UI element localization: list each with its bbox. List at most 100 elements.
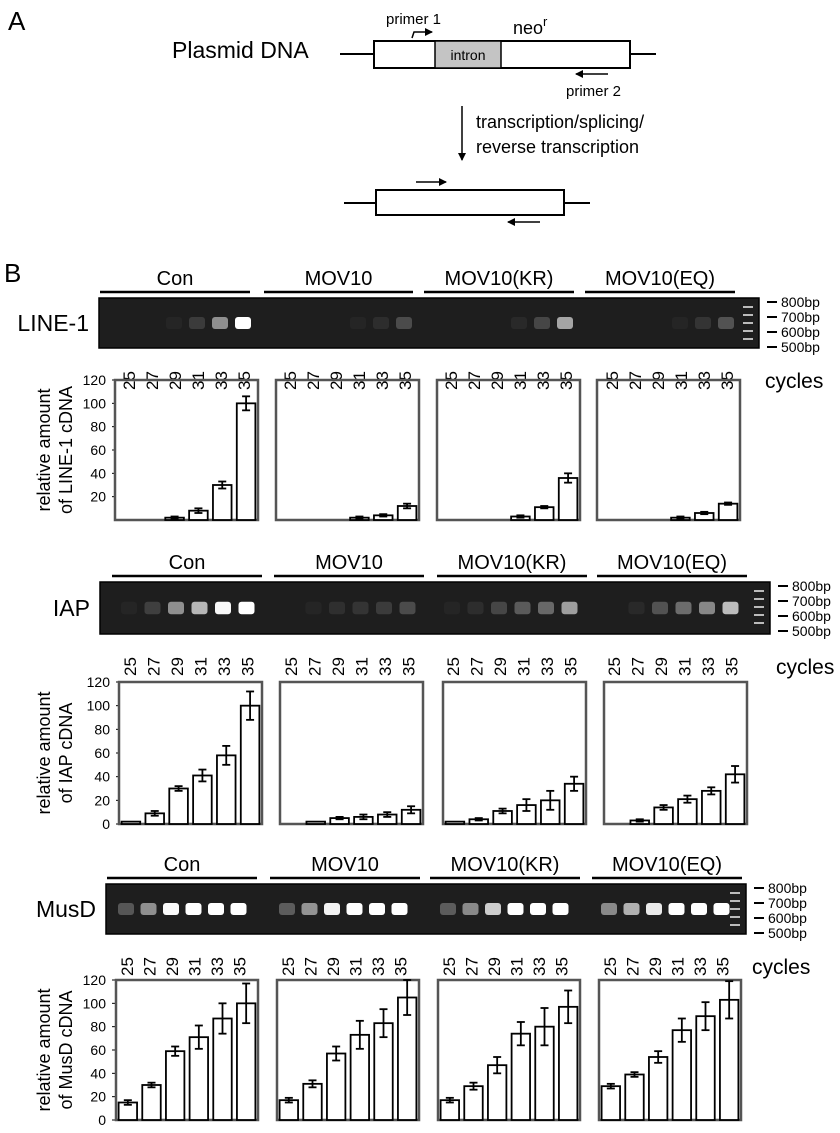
ladder-size-label: 700bp [792, 593, 831, 609]
gel-band [230, 903, 247, 915]
condition-label: MOV10(EQ) [612, 854, 722, 876]
bar-plot-frame [436, 978, 582, 1122]
cycle-number-label: 29 [646, 957, 665, 976]
gel-band [352, 601, 369, 615]
ladder-size-label: 500bp [768, 925, 807, 941]
y-tick-label: 0 [98, 1112, 106, 1128]
gel-band [324, 903, 340, 915]
cycle-number-label: 31 [669, 957, 688, 976]
cycle-number-label: 27 [468, 657, 487, 676]
ladder-size-label: 700bp [781, 309, 820, 325]
cycle-number-label: 27 [145, 657, 164, 676]
bar-plot-frame [441, 680, 588, 826]
y-tick-label: 100 [83, 395, 107, 411]
gel-band [144, 601, 161, 615]
cycle-number-label: 33 [530, 957, 549, 976]
neo-text: neo [513, 18, 543, 38]
ladder-size-label: 500bp [781, 339, 820, 355]
gel-band [534, 317, 550, 329]
bar-plot-frame [114, 978, 260, 1122]
cycle-number-label: 27 [629, 657, 648, 676]
condition-label: Con [164, 854, 201, 876]
cycles-label: cycles [752, 956, 810, 979]
gel-band [140, 903, 157, 915]
condition-label: MOV10 [315, 552, 383, 574]
cycle-number-label: 35 [714, 957, 733, 976]
bar [165, 1050, 186, 1121]
bar [648, 1056, 669, 1121]
gel-band [215, 601, 231, 615]
y-tick-label: 80 [90, 1019, 106, 1035]
bar [302, 1082, 323, 1121]
gel-band [718, 317, 734, 329]
bar-plot-frame [113, 378, 260, 522]
cycle-number-label: 29 [491, 657, 510, 676]
cycle-number-label: 35 [400, 657, 419, 676]
primer-1-label: primer 1 [386, 11, 441, 28]
gel-band [444, 602, 460, 614]
intron-label: intron [450, 47, 485, 63]
gel-band [511, 317, 527, 329]
neo-label: neor [513, 14, 548, 38]
gel-band [185, 903, 202, 915]
gel-band [396, 317, 412, 329]
bar-plot-frame [274, 378, 421, 522]
gel-band [346, 903, 363, 915]
cycle-number-label: 35 [392, 957, 411, 976]
bar-plot-frame [602, 680, 749, 826]
cycle-number-label: 31 [347, 957, 366, 976]
gel-band [391, 903, 408, 915]
y-tick-label: 40 [94, 769, 110, 785]
ladder-band [730, 892, 740, 894]
condition-label: MOV10(KR) [445, 268, 554, 290]
cycle-number-label: 33 [215, 657, 234, 676]
ladder-size-label: 600bp [768, 910, 807, 926]
y-tick-label: 80 [90, 419, 106, 435]
cycle-number-label: 27 [141, 957, 160, 976]
y-axis-label-line1: relative amount [34, 388, 54, 511]
gel-row-label: LINE-1 [17, 310, 89, 336]
gel-band [485, 903, 501, 915]
process-text-line1: transcription/splicing/ [476, 112, 644, 132]
gel-band [168, 601, 184, 615]
cycle-number-label: 35 [723, 657, 742, 676]
cycle-number-label: 31 [353, 657, 372, 676]
gel-band [238, 601, 255, 615]
cycle-number-label: 31 [676, 657, 695, 676]
ladder-band [743, 314, 753, 316]
bar [624, 1073, 645, 1121]
y-tick-label: 60 [90, 1042, 106, 1058]
y-tick-label: 20 [94, 792, 110, 808]
ladder-size-label: 800bp [768, 880, 807, 896]
cycle-number-label: 31 [508, 957, 527, 976]
musd-section: Con MOV10 MOV10(KR) MOV10(EQ) MusD 800bp700bp… [34, 854, 810, 1128]
bar [717, 502, 739, 521]
gel-band [376, 601, 392, 615]
gel-band [668, 903, 685, 915]
y-tick-label: 0 [102, 816, 110, 832]
bar [444, 820, 466, 825]
primer-1-arrow [411, 28, 433, 39]
gel-band [467, 601, 484, 615]
process-text-line2: reverse transcription [476, 137, 639, 157]
cycle-number-label: 27 [624, 957, 643, 976]
cycle-number-label: 25 [282, 657, 301, 676]
gel-band [329, 601, 345, 615]
gel-band [118, 903, 134, 915]
cycle-number-label: 25 [444, 657, 463, 676]
cdna-box [375, 189, 565, 216]
cycle-number-label: 35 [562, 657, 581, 676]
primer-2-label: primer 2 [566, 83, 621, 100]
y-axis-label-line2: of MusD cDNA [56, 990, 76, 1109]
cycle-number-label: 31 [515, 657, 534, 676]
bar [239, 704, 261, 825]
gel-band [552, 903, 569, 915]
condition-label: MOV10(KR) [458, 552, 567, 574]
bar [235, 402, 257, 521]
gel-band [462, 903, 479, 915]
gel-band [695, 317, 711, 329]
y-tick-label: 60 [94, 745, 110, 761]
cycle-number-label: 25 [440, 957, 459, 976]
y-tick-label: 120 [87, 674, 111, 690]
bar [695, 1015, 716, 1121]
